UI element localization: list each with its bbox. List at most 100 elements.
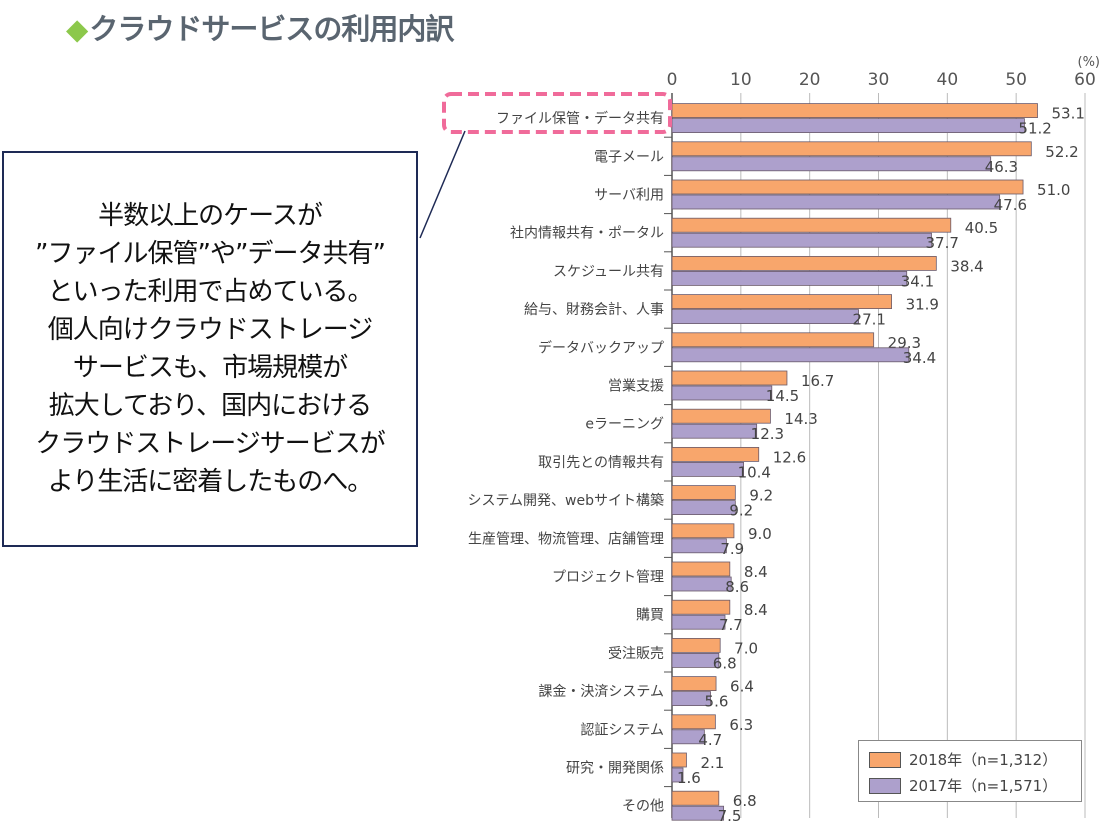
callout-box: 半数以上のケースが ”ファイル保管”や”データ共有” といった利用で占めている。 個人… xyxy=(2,151,418,547)
category-label: プロジェクト管理 xyxy=(552,570,664,586)
legend-item-2017: 2017年（n=1,571） xyxy=(869,775,1057,796)
data-label: 29.3 xyxy=(888,334,921,352)
bar-2018 xyxy=(671,141,1032,157)
data-label: 7.0 xyxy=(734,639,758,657)
category-label: 取引先との情報共有 xyxy=(538,455,664,471)
bar-2017 xyxy=(671,232,932,248)
callout-line: サービスも、市場規模が xyxy=(72,353,348,383)
bar-2017 xyxy=(671,729,705,745)
callout-line: より生活に密着したものへ。 xyxy=(47,467,373,497)
data-label: 10.4 xyxy=(738,463,771,481)
data-label: 8.4 xyxy=(744,601,768,619)
bar-2018 xyxy=(671,255,937,271)
bar-2018 xyxy=(671,103,1038,118)
data-label: 8.4 xyxy=(744,563,768,581)
category-label: 生産管理、物流管理、店舗管理 xyxy=(468,531,664,547)
data-label: 16.7 xyxy=(801,372,834,390)
data-label: 40.5 xyxy=(965,219,998,237)
data-label: 12.3 xyxy=(751,425,784,443)
bar-2018 xyxy=(671,561,731,577)
x-tick-label: 60 xyxy=(1074,70,1096,90)
callout-text: 半数以上のケースが ”ファイル保管”や”データ共有” といった利用で占めている。 個人… xyxy=(35,197,386,501)
callout-line: クラウドストレージサービスが xyxy=(35,429,385,459)
data-label: 8.6 xyxy=(725,578,749,596)
category-label: 営業支援 xyxy=(608,379,664,395)
data-label: 31.9 xyxy=(906,296,939,314)
bar-2017 xyxy=(671,805,725,821)
category-label: 認証システム xyxy=(580,722,664,738)
x-tick-label: 40 xyxy=(937,70,959,90)
bar-2018 xyxy=(671,294,892,310)
bar-2018 xyxy=(671,676,717,691)
bar-2018 xyxy=(671,523,735,539)
data-label: 34.1 xyxy=(901,272,934,290)
data-label: 37.7 xyxy=(926,234,959,252)
category-label: 購買 xyxy=(636,608,664,624)
bar-2017 xyxy=(671,156,992,172)
bar-2017 xyxy=(671,309,859,325)
callout-line: といった利用で占めている。 xyxy=(47,277,373,307)
bar-2018 xyxy=(671,408,771,424)
bar-2018 xyxy=(671,332,875,348)
data-label: 27.1 xyxy=(853,311,886,329)
data-label: 9.2 xyxy=(749,487,773,505)
bar-2018 xyxy=(671,714,716,730)
bar-2017 xyxy=(671,423,758,439)
highlight-box xyxy=(442,92,672,134)
bar-2017 xyxy=(671,118,1025,133)
data-label: 6.3 xyxy=(729,716,753,734)
bar-2017 xyxy=(671,691,711,706)
x-tick-label: 30 xyxy=(868,70,890,90)
data-label: 9.2 xyxy=(729,502,753,520)
bar-2017 xyxy=(671,461,744,477)
x-tick-label: 10 xyxy=(730,70,752,90)
bar-2017 xyxy=(671,500,736,516)
data-label: 47.6 xyxy=(994,196,1027,214)
category-label: 電子メール xyxy=(594,149,664,165)
bar-2018 xyxy=(671,179,1024,195)
bar-2017 xyxy=(671,653,720,668)
data-label: 14.5 xyxy=(766,387,799,405)
title-text: クラウドサービスの利用内訳 xyxy=(89,12,454,46)
bar-2017 xyxy=(671,614,726,630)
data-label: 38.4 xyxy=(950,257,983,275)
bar-2018 xyxy=(671,752,687,768)
data-label: 53.1 xyxy=(1052,105,1085,123)
data-label: 6.4 xyxy=(730,678,754,696)
bar-2017 xyxy=(671,194,1001,210)
data-label: 7.9 xyxy=(720,540,744,558)
legend: 2018年（n=1,312） 2017年（n=1,571） xyxy=(858,740,1082,802)
data-label: 7.5 xyxy=(718,807,742,825)
bar-2018 xyxy=(671,446,760,462)
leader-line xyxy=(419,130,466,239)
category-label: 受注販売 xyxy=(608,646,664,662)
bar-2018 xyxy=(671,599,731,615)
category-label: 社内情報共有・ポータル xyxy=(510,226,664,242)
diamond-icon: ◆ xyxy=(66,12,88,46)
legend-label: 2017年（n=1,571） xyxy=(909,777,1058,795)
legend-label: 2018年（n=1,312） xyxy=(909,751,1058,769)
data-label: 9.0 xyxy=(748,525,772,543)
data-label: 5.6 xyxy=(705,693,729,711)
data-label: 51.0 xyxy=(1037,181,1070,199)
x-tick-label: 0 xyxy=(667,70,678,90)
data-label: 2.1 xyxy=(700,754,724,772)
legend-swatch xyxy=(869,777,901,794)
data-label: 4.7 xyxy=(698,731,722,749)
unit-label: (%) xyxy=(1078,55,1101,70)
callout-line: 拡大しており、国内における xyxy=(48,391,372,421)
category-label: システム開発、webサイト構築 xyxy=(467,493,664,509)
category-label: 給与、財務会計、人事 xyxy=(524,302,664,318)
x-tick-label: 20 xyxy=(799,70,821,90)
category-label: データバックアップ xyxy=(538,339,664,356)
page-title: ◆クラウドサービスの利用内訳 xyxy=(66,6,454,48)
callout-line: ”ファイル保管”や”データ共有” xyxy=(35,239,386,269)
bar-2017 xyxy=(671,767,684,783)
bar-2018 xyxy=(671,638,721,653)
bar-2018 xyxy=(671,790,720,806)
callout-line: 半数以上のケースが xyxy=(98,201,323,231)
data-label: 12.6 xyxy=(773,448,806,466)
bar-2017 xyxy=(671,538,727,554)
bar-2017 xyxy=(671,576,732,592)
